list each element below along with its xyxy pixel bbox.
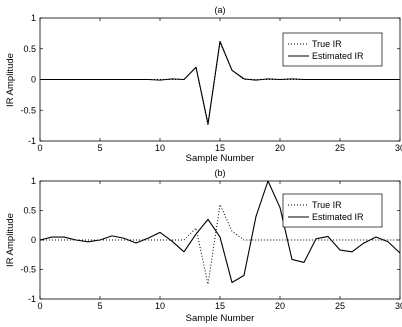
panel-a-legend-true-label: True IR xyxy=(312,39,342,49)
panel-a-series xyxy=(40,40,400,127)
panel-a-ylabel: IR Amplitude xyxy=(5,53,16,107)
panel-b-ylabel: IR Amplitude xyxy=(5,213,16,267)
panel-a-xtick-label: 20 xyxy=(275,143,285,153)
panel-b-legend-true-label: True IR xyxy=(312,200,342,210)
panel-a-xtick-label: 5 xyxy=(97,143,102,153)
panel-b-xtick-label: 10 xyxy=(155,301,165,311)
panel-b: (b) IR Amplitude Sample Number 0 5 10 15 20 2… xyxy=(5,168,402,324)
panel-a-legend-box xyxy=(282,32,383,67)
panel-a-legend-est-label: Estimated IR xyxy=(312,51,364,61)
panel-a-ytick-label: -1 xyxy=(28,136,36,146)
panel-b-legend: True IR Estimated IR xyxy=(282,193,383,228)
panel-a-estimated-ir-line xyxy=(40,40,400,125)
panel-b-legend-est-label: Estimated IR xyxy=(312,212,364,222)
panel-b-legend-box xyxy=(282,193,383,228)
panel-b-xtick-label: 5 xyxy=(97,301,102,311)
panel-a-xtick-label: 25 xyxy=(335,143,345,153)
panel-b-xtick-label: 0 xyxy=(37,301,42,311)
panel-a: (a) IR Amplitude Sample Number 0 5 10 15 20 2… xyxy=(5,5,402,164)
panel-b-xtick-label: 20 xyxy=(275,301,285,311)
panel-a-ytick-label: -0.5 xyxy=(20,105,36,115)
panel-a-xtick-label: 0 xyxy=(37,143,42,153)
panel-b-xtick-label: 15 xyxy=(215,301,225,311)
panel-a-xlabel: Sample Number xyxy=(186,153,255,164)
panel-a-xtick-label: 30 xyxy=(395,143,402,153)
panel-b-ytick-label: 0 xyxy=(31,235,36,245)
panel-a-xtick-label: 10 xyxy=(155,143,165,153)
panel-b-ticks: 0 5 10 15 20 25 30 1 0.5 0 -0.5 -1 xyxy=(20,176,402,311)
panel-b-ytick-label: 0.5 xyxy=(23,206,36,216)
panel-b-xtick-label: 30 xyxy=(395,301,402,311)
panel-a-ytick-label: 0 xyxy=(31,75,36,85)
panel-b-ytick-label: -1 xyxy=(28,294,36,304)
panel-a-ytick-label: 1 xyxy=(31,13,36,23)
panel-b-ytick-label: -0.5 xyxy=(20,265,36,275)
panel-b-series xyxy=(39,180,401,285)
panel-a-title: (a) xyxy=(215,5,226,15)
panel-b-ytick-label: 1 xyxy=(31,176,36,186)
panel-b-title: (b) xyxy=(215,168,226,178)
panel-b-estimated-ir-line xyxy=(39,180,401,284)
panel-a-ytick-label: 0.5 xyxy=(23,44,36,54)
panel-b-xlabel: Sample Number xyxy=(186,313,255,324)
panel-a-xtick-label: 15 xyxy=(215,143,225,153)
panel-a-legend: True IR Estimated IR xyxy=(282,32,383,67)
panel-b-xtick-label: 25 xyxy=(335,301,345,311)
